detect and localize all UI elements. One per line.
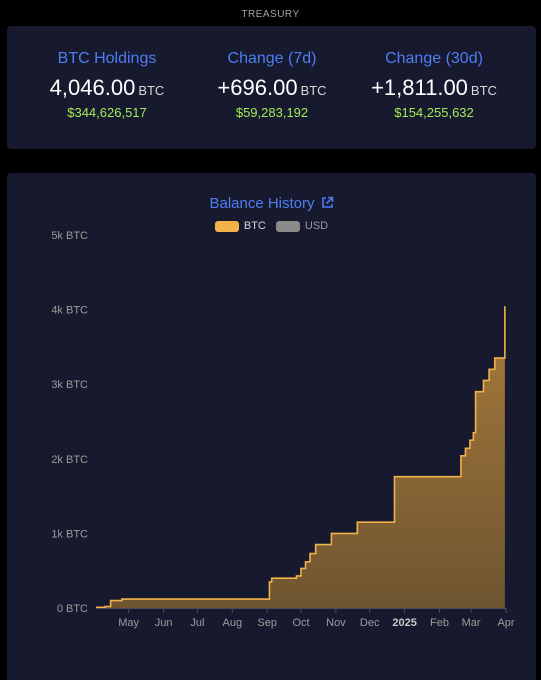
x-tick-label: Mar: [462, 617, 481, 629]
y-tick-label: 2k BTC: [51, 454, 88, 466]
section-label: TREASURY: [241, 9, 300, 20]
series-area-btc: [96, 306, 505, 608]
x-tick-label: Feb: [430, 617, 449, 629]
y-tick-label: 3k BTC: [51, 379, 88, 391]
stat-label: Change (30d): [385, 50, 483, 67]
stat-label: Change (7d): [227, 50, 317, 67]
stat-usd: $344,626,517: [67, 105, 147, 120]
x-tick-label: Dec: [360, 617, 380, 629]
legend-item-btc[interactable]: BTC: [214, 220, 266, 232]
external-link-icon[interactable]: [321, 196, 334, 213]
stat-number: +696.00: [217, 75, 298, 100]
stats-card: BTC Holdings 4,046.00 BTC $344,626,517 Ch…: [7, 26, 536, 149]
stat-change-30d: Change (30d) +1,811.00 BTC $154,255,632: [349, 26, 519, 120]
x-tick-label: 2025: [392, 617, 416, 629]
stat-usd: $59,283,192: [235, 105, 309, 120]
legend-item-usd[interactable]: USD: [275, 220, 329, 232]
stat-change-7d: Change (7d) +696.00 BTC $59,283,192: [187, 26, 357, 120]
stat-label: BTC Holdings: [57, 50, 157, 67]
stat-value: 4,046.00 BTC: [22, 75, 192, 101]
stat-unit: BTC: [300, 83, 327, 98]
stat-number: 4,046.00: [49, 75, 136, 100]
stat-btc-holdings: BTC Holdings 4,046.00 BTC $344,626,517: [22, 26, 192, 120]
stat-value: +1,811.00 BTC: [349, 75, 519, 101]
stat-usd: $154,255,632: [394, 105, 474, 120]
stat-value: +696.00 BTC: [187, 75, 357, 101]
y-tick-label: 5k BTC: [51, 230, 88, 242]
x-tick-label: Oct: [292, 617, 309, 629]
chart-title-row[interactable]: Balance History: [7, 195, 536, 213]
y-tick-label: 0 BTC: [57, 603, 88, 615]
x-tick-label: May: [118, 617, 139, 629]
balance-history-chart: 0 BTC 1k BTC 2k BTC 3k BTC 4k BTC 5k BTC May Ju…: [51, 230, 515, 629]
y-tick-label: 1k BTC: [51, 528, 88, 540]
x-tick-label: Nov: [326, 617, 346, 629]
x-tick-label: Jul: [190, 617, 204, 629]
legend-swatch-btc: [214, 220, 239, 232]
legend-label-btc: BTC: [243, 220, 266, 232]
balance-history-card: 0 BTC 1k BTC 2k BTC 3k BTC 4k BTC 5k BTC May Ju…: [7, 173, 536, 680]
x-tick-label: Jun: [155, 617, 173, 629]
x-tick-label: Sep: [257, 617, 277, 629]
stat-unit: BTC: [470, 83, 497, 98]
legend-swatch-usd: [275, 220, 300, 232]
legend-label-usd: USD: [304, 220, 329, 232]
y-tick-label: 4k BTC: [51, 305, 88, 317]
stat-unit: BTC: [138, 83, 165, 98]
chart-legend: BTC USD: [7, 220, 536, 232]
chart-title[interactable]: Balance History: [209, 195, 315, 212]
x-tick-label: Apr: [497, 617, 514, 629]
x-tick-label: Aug: [223, 617, 243, 629]
stat-number: +1,811.00: [371, 75, 468, 100]
